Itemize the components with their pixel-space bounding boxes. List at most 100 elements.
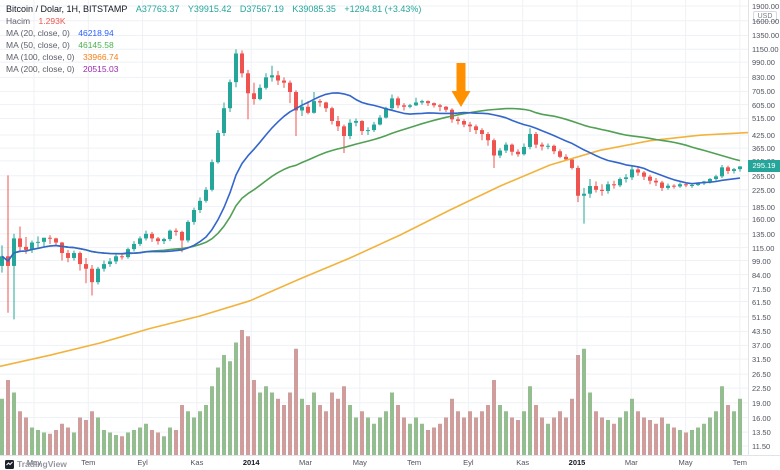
candle-body bbox=[150, 233, 154, 239]
candle-body bbox=[294, 92, 298, 111]
candle-body bbox=[450, 109, 454, 120]
price-tick-label: 51.50 bbox=[752, 312, 771, 322]
price-tick-label: 830.00 bbox=[752, 73, 775, 83]
candle-body bbox=[246, 73, 250, 94]
candle-body bbox=[72, 253, 76, 258]
candle-body bbox=[24, 246, 28, 250]
ma20-value: 46218.94 bbox=[78, 28, 114, 38]
volume-bar bbox=[384, 411, 388, 455]
ma50-line[interactable] bbox=[1, 107, 741, 262]
volume-bar bbox=[468, 411, 472, 455]
volume-bar bbox=[690, 430, 694, 455]
candle-body bbox=[504, 144, 508, 151]
time-tick-label: Eyl bbox=[463, 458, 474, 467]
volume-bar bbox=[408, 423, 412, 455]
price-tick-label: 1600.00 bbox=[752, 16, 780, 26]
tradingview-logo-text: TradingView bbox=[17, 459, 67, 469]
volume-bar bbox=[150, 430, 154, 455]
candle-body bbox=[678, 184, 682, 187]
candle-body bbox=[144, 233, 148, 239]
volume-bar bbox=[168, 427, 172, 455]
time-tick-label: 2014 bbox=[242, 458, 260, 467]
tradingview-logo[interactable]: TradingView bbox=[5, 459, 67, 469]
candle-body bbox=[516, 151, 520, 155]
volume-bar bbox=[138, 427, 142, 455]
ma100-legend-row[interactable]: MA (100, close, 0) 33966.74 bbox=[6, 51, 421, 62]
candle-body bbox=[414, 102, 418, 106]
candle-body bbox=[252, 93, 256, 100]
ma20-legend-row[interactable]: MA (20, close, 0) 46218.94 bbox=[6, 27, 421, 38]
candle-body bbox=[522, 146, 526, 155]
down-arrow-annotation[interactable] bbox=[451, 63, 471, 107]
time-axis[interactable]: May Tem Eyl Kas 2014 Mar May Tem Eyl Kas 2015 Mar Ma… bbox=[0, 455, 780, 470]
volume-bar bbox=[474, 417, 478, 455]
volume-bar bbox=[420, 423, 424, 455]
candle-body bbox=[588, 186, 592, 194]
ma100-label: MA (100, close, 0) bbox=[6, 52, 75, 62]
volume-bar bbox=[192, 417, 196, 455]
price-tick-label: 11.50 bbox=[752, 441, 771, 451]
candle-body bbox=[198, 200, 202, 210]
candle-body bbox=[510, 144, 514, 152]
symbol-legend-row[interactable]: Bitcoin / Dolar, 1H, BITSTAMP A37763.37 … bbox=[6, 3, 421, 14]
volume-bar bbox=[162, 436, 166, 455]
volume-legend-row[interactable]: Hacim 1.293K bbox=[6, 15, 421, 26]
candle-body bbox=[456, 119, 460, 122]
ma20-line[interactable] bbox=[1, 92, 741, 262]
volume-bar bbox=[366, 417, 370, 455]
candle-body bbox=[546, 145, 550, 147]
price-tick-label: 37.00 bbox=[752, 341, 771, 351]
high-value: Y39915.42 bbox=[187, 4, 232, 14]
candle-body bbox=[480, 130, 484, 135]
candle-body bbox=[330, 108, 334, 122]
volume-bar bbox=[660, 417, 664, 455]
volume-bar bbox=[492, 380, 496, 455]
price-tick-label: 365.00 bbox=[752, 144, 775, 154]
price-tick-label: 135.00 bbox=[752, 229, 775, 239]
candle-body bbox=[564, 156, 568, 160]
candle-body bbox=[318, 101, 322, 103]
candle-body bbox=[48, 237, 52, 239]
low-value: D37567.19 bbox=[239, 4, 284, 14]
candle-body bbox=[84, 264, 88, 269]
ma20-label: MA (20, close, 0) bbox=[6, 28, 70, 38]
volume-bar bbox=[678, 430, 682, 455]
price-tick-label: 705.00 bbox=[752, 87, 775, 97]
candle-body bbox=[162, 239, 166, 242]
price-axis[interactable]: USD 1900.00 1600.00 1350.00 1150.00 990.00 83… bbox=[748, 0, 780, 455]
price-tick-label: 16.00 bbox=[752, 413, 771, 423]
volume-bar bbox=[504, 411, 508, 455]
volume-bar bbox=[546, 423, 550, 455]
volume-bar bbox=[228, 361, 232, 455]
candle-body bbox=[54, 238, 58, 243]
volume-bar bbox=[540, 417, 544, 455]
volume-bar bbox=[96, 417, 100, 455]
volume-bar bbox=[684, 432, 688, 455]
volume-bar bbox=[624, 411, 628, 455]
price-tick-label: 1900.00 bbox=[752, 2, 780, 11]
ma100-line[interactable] bbox=[0, 131, 749, 368]
price-tick-label: 990.00 bbox=[752, 58, 775, 68]
candle-body bbox=[552, 145, 556, 152]
candle-body bbox=[354, 121, 358, 123]
price-tick-label: 605.00 bbox=[752, 100, 775, 110]
volume-bar bbox=[276, 398, 280, 455]
candle-body bbox=[582, 193, 586, 196]
volume-bar bbox=[36, 430, 40, 455]
ma50-legend-row[interactable]: MA (50, close, 0) 46145.58 bbox=[6, 39, 421, 50]
volume-bar bbox=[648, 420, 652, 455]
volume-bar bbox=[306, 405, 310, 455]
volume-bar bbox=[258, 392, 262, 455]
volume-bar bbox=[222, 355, 226, 455]
ma100-value: 33966.74 bbox=[82, 52, 119, 62]
candle-body bbox=[300, 106, 304, 111]
volume-bar bbox=[642, 417, 646, 455]
ma200-legend-row[interactable]: MA (200, close, 0) 20515.03 bbox=[6, 63, 421, 74]
candle-body bbox=[444, 106, 448, 110]
currency-label[interactable]: USD bbox=[753, 11, 777, 22]
volume-bar bbox=[426, 430, 430, 455]
volume-bar bbox=[480, 411, 484, 455]
price-tick-label: 225.00 bbox=[752, 185, 775, 195]
ma50-label: MA (50, close, 0) bbox=[6, 40, 70, 50]
